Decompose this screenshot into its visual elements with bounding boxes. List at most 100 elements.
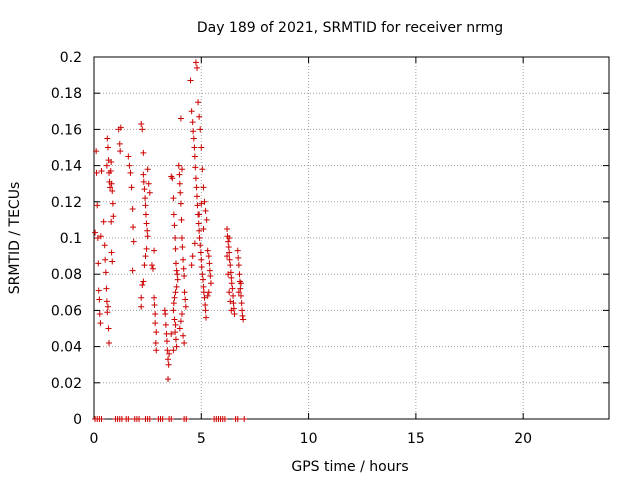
y-tick-label: 0.2 [60,50,82,66]
data-point [239,307,246,314]
data-point [178,235,185,241]
data-point [170,307,177,314]
data-point [200,184,207,191]
data-point [189,253,196,260]
data-point [165,356,172,363]
data-point [201,198,208,205]
grid-lines [94,57,609,419]
data-point [138,120,145,127]
data-point [235,262,242,269]
data-point [188,108,195,115]
data-point [198,144,205,151]
data-point [171,316,178,323]
data-point [225,238,232,245]
data-point [226,249,233,256]
data-point [187,77,194,84]
y-tick-label: 0.12 [51,195,82,211]
data-point [196,227,203,234]
data-point [203,216,210,223]
data-point [206,267,213,274]
data-point [237,280,244,287]
data-point [228,307,235,314]
data-point [171,294,178,301]
data-points [92,59,248,422]
data-point [108,218,115,225]
data-point [130,224,137,231]
data-point [200,283,207,290]
data-point [196,113,203,120]
data-point [177,189,184,196]
data-point [182,303,189,310]
data-point [108,158,115,165]
data-point [172,329,179,336]
data-point [95,260,102,267]
data-point [103,298,110,305]
data-point [95,287,102,294]
data-point [234,247,241,254]
x-tick-label: 20 [514,431,532,447]
data-point [240,316,247,323]
data-point [140,278,147,285]
data-point [173,283,180,290]
y-tick-label: 0.08 [51,267,82,283]
data-point [129,267,136,274]
y-axis-label: SRMTID / TECUs [7,182,23,295]
data-point [140,178,147,185]
chart-title: Day 189 of 2021, SRMTID for receiver nrm… [197,20,503,36]
data-point [165,376,172,383]
x-tick-label: 5 [197,431,206,447]
data-point [176,180,183,187]
data-point [198,200,205,207]
data-point [175,162,182,169]
data-point [230,292,237,299]
data-point [205,289,212,296]
data-point [189,119,196,126]
data-point [192,175,199,182]
data-point [96,311,103,318]
data-point [138,294,145,301]
data-point [181,339,188,346]
data-point [168,416,175,422]
data-point [224,253,231,260]
data-point [172,321,179,328]
data-point [166,350,173,357]
data-point [173,343,180,350]
data-point [226,256,233,263]
data-point [229,285,236,292]
data-point [109,200,116,207]
x-axis-label: GPS time / hours [291,459,408,475]
data-point [241,416,248,422]
data-point [182,296,189,303]
data-point [204,292,211,299]
data-point [226,235,233,241]
data-point [125,416,132,422]
data-point [190,128,197,135]
data-point [141,186,148,193]
data-point [144,227,151,234]
data-point [172,235,179,241]
data-point [107,168,114,175]
data-point [152,339,159,346]
data-point [196,235,203,241]
data-point [107,184,114,191]
data-point [144,166,151,173]
data-point [172,336,179,343]
data-point [102,269,109,276]
data-point [199,166,206,173]
data-point [206,260,213,267]
y-tick-label: 0.06 [51,303,82,319]
data-point [224,225,231,232]
data-point [136,416,143,422]
data-point [198,263,205,270]
data-point [152,320,159,327]
data-point [172,245,179,252]
data-point [200,276,207,283]
data-point [109,187,116,194]
data-point [98,416,105,422]
data-point [145,180,152,187]
data-point [178,216,185,223]
data-point [174,271,181,278]
data-point [108,180,115,187]
data-point [172,260,179,267]
data-point [221,416,228,422]
